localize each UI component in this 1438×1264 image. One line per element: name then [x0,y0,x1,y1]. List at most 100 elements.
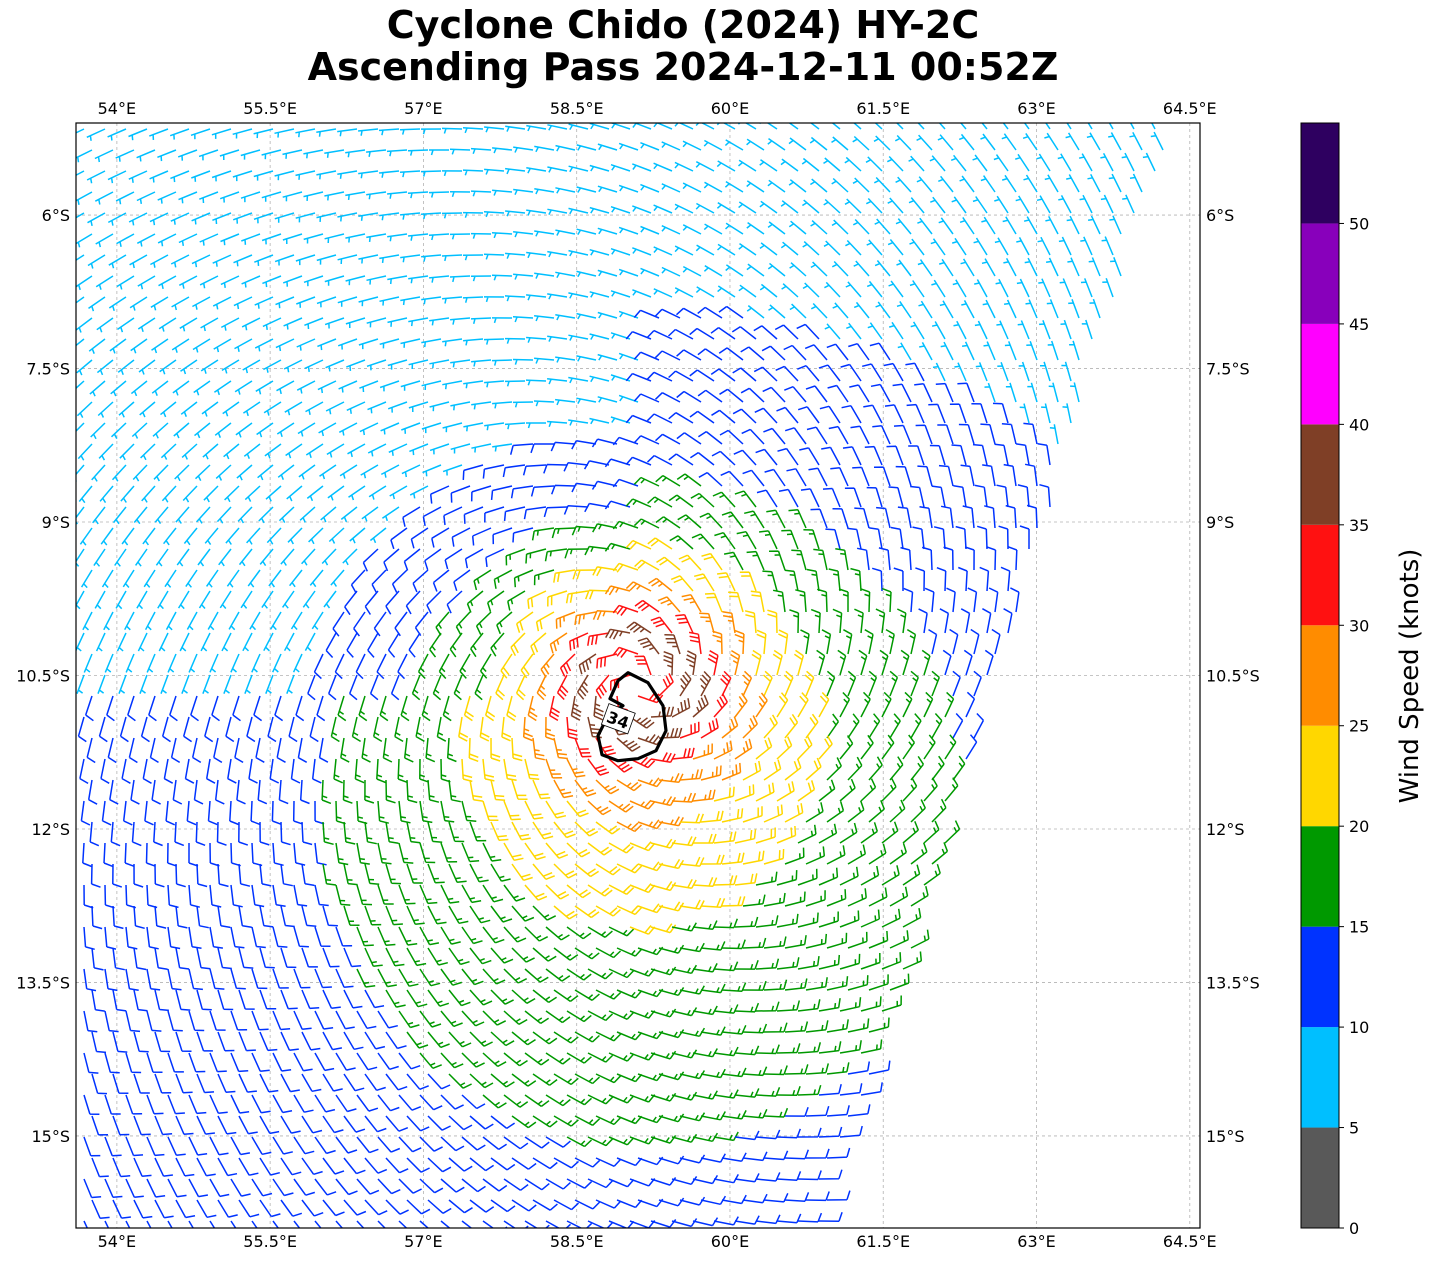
wind-barb [690,492,715,508]
wind-barb [76,317,93,333]
wind-barb [479,653,492,679]
wind-barb [429,485,450,504]
lon-tick-label-top: 64.5°E [1163,99,1217,118]
wind-barb [692,877,718,888]
wind-barb [532,1073,558,1086]
wind-barb [675,307,702,319]
wind-barb [129,254,148,269]
wind-barb [566,1178,593,1189]
wind-barb [213,380,232,396]
wind-barb [133,947,147,971]
wind-barb [490,1031,515,1047]
wind-barb [805,802,824,823]
wind-barb [303,149,324,159]
wind-barb [484,380,505,388]
wind-barb [274,128,295,138]
wind-barb [493,569,513,589]
wind-barb [358,296,379,307]
wind-barb [1044,174,1059,193]
wind-barb [867,322,883,340]
wind-barb [351,716,361,743]
wind-barb [868,670,878,697]
wind-barb [574,1115,601,1126]
wind-barb [247,569,261,588]
wind-barb [881,995,902,1012]
wind-barb [86,737,96,764]
wind-barb [532,1199,558,1211]
wind-barb [555,611,576,629]
wind-barb [1027,382,1038,403]
wind-barb [633,309,660,319]
wind-barb [784,569,799,592]
wind-barb [251,968,268,990]
wind-barb [512,358,534,365]
wind-barb [797,868,818,886]
wind-barb [217,1199,238,1218]
wind-barb [133,989,148,1012]
wind-barb [471,401,492,410]
wind-barb [101,569,114,589]
wind-barb [566,1094,593,1106]
wind-barb [545,968,571,982]
wind-barb [141,485,156,503]
wind-barb [650,1092,677,1102]
wind-barb [1070,382,1080,403]
wind-barb [213,737,223,764]
wind-barb [831,219,849,235]
wind-barb [346,359,366,371]
wind-barb [461,968,484,986]
wind-barb [887,197,904,214]
wind-barb [532,737,545,761]
lon-tick-label-bottom: 54°E [98,1232,136,1251]
wind-barb [333,758,344,784]
wind-barb [509,443,534,455]
wind-barb [174,464,190,482]
wind-barb [449,233,471,240]
wind-barb [295,695,305,722]
wind-barb [112,506,127,525]
wind-barb [121,758,131,784]
wind-barb [839,997,862,1012]
wind-barb [1151,123,1156,130]
wind-barb [826,1190,851,1201]
wind-barb [429,149,449,156]
wind-barb [996,484,1009,508]
wind-barb [343,1031,364,1051]
wind-barb [503,800,521,821]
wind-barb [305,401,324,415]
wind-barb [868,930,889,949]
wind-barb [671,836,697,847]
wind-barb [449,632,463,658]
wind-barb [301,821,313,846]
wind-barb [830,467,849,487]
wind-barb [377,1094,400,1112]
wind-barb [469,1157,495,1172]
wind-barb [553,779,574,799]
wind-barb [289,569,303,588]
wind-barb [681,593,702,613]
wind-barb [429,443,450,455]
wind-barb [951,237,967,256]
colorbar-tick-label: 45 [1349,315,1369,334]
wind-barb [746,263,765,277]
wind-barb [417,653,429,680]
wind-barb [348,485,366,501]
wind-barb [406,905,425,925]
colorbar-tick-label: 5 [1349,1119,1359,1138]
wind-barb [629,799,656,810]
wind-barb [756,489,778,508]
wind-barb [76,548,85,567]
wind-barb [850,567,862,592]
wind-barb [545,884,570,900]
wind-barb [716,160,736,172]
wind-barb [109,338,127,354]
wind-barb [380,464,400,478]
wind-barb [462,211,484,218]
wind-barb [101,800,112,826]
wind-barb [860,691,871,718]
wind-barb [646,329,673,340]
colorbar-bin [1301,1027,1339,1128]
wind-barb [984,649,994,676]
wind-barb [238,1157,259,1176]
wind-barb [595,989,622,1000]
